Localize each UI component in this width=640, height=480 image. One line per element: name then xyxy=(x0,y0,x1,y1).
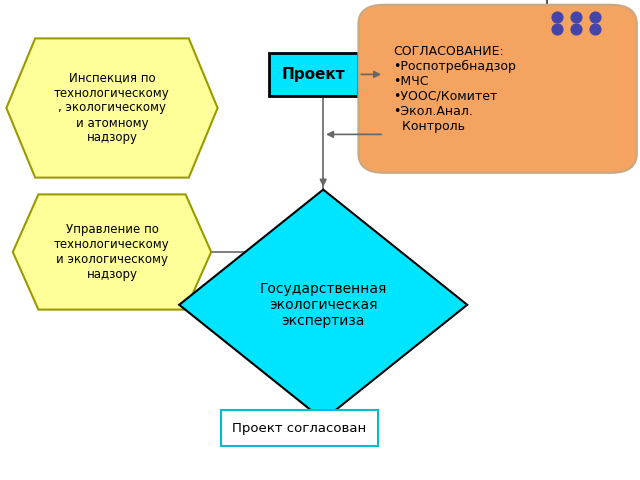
Text: Проект: Проект xyxy=(282,67,346,82)
Polygon shape xyxy=(6,38,218,178)
Text: СОГЛАСОВАНИЕ:
•Роспотребнадзор
•МЧС
•УООС/Комитет
•Экол.Анал.
  Контроль: СОГЛАСОВАНИЕ: •Роспотребнадзор •МЧС •УОО… xyxy=(394,45,516,133)
Text: Инспекция по
технологическому
, экологическому
и атомному
надзору: Инспекция по технологическому , экологич… xyxy=(54,72,170,144)
Text: Государственная
экологическая
экспертиза: Государственная экологическая экспертиза xyxy=(259,282,387,328)
Point xyxy=(590,25,600,33)
Point xyxy=(552,25,562,33)
Text: Проект согласован: Проект согласован xyxy=(232,422,366,435)
Text: Управление по
технологическому
и экологическому
надзору: Управление по технологическому и экологи… xyxy=(54,223,170,281)
FancyBboxPatch shape xyxy=(358,5,637,173)
Polygon shape xyxy=(179,190,467,420)
Bar xyxy=(269,53,358,96)
Point xyxy=(590,13,600,21)
Bar xyxy=(221,410,378,446)
Polygon shape xyxy=(13,194,211,310)
Point xyxy=(571,13,581,21)
Point xyxy=(552,13,562,21)
Point xyxy=(571,25,581,33)
